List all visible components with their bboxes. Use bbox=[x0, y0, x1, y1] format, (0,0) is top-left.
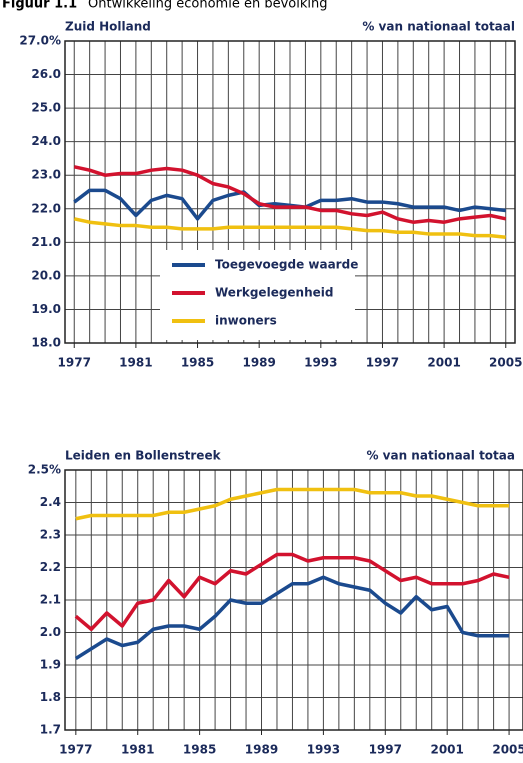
x-tick-label: 1993 bbox=[307, 743, 340, 757]
x-tick-label: 1977 bbox=[58, 356, 91, 370]
x-tick-label: 2005 bbox=[489, 356, 522, 370]
x-tick-label: 1977 bbox=[59, 743, 92, 757]
chart-title: Leiden en Bollenstreek bbox=[65, 449, 222, 463]
x-tick-label: 1997 bbox=[369, 743, 402, 757]
x-tick-label: 1985 bbox=[183, 743, 216, 757]
legend-label: Werkgelegenheid bbox=[215, 286, 333, 300]
x-tick-label: 1981 bbox=[119, 356, 152, 370]
x-tick-label: 1989 bbox=[245, 743, 278, 757]
y-tick-label: 23.0 bbox=[31, 168, 61, 182]
y-tick-label: 18.0 bbox=[31, 336, 61, 350]
y-axis-label: % van nationaal totaa bbox=[366, 449, 515, 463]
y-tick-label: 2.5% bbox=[28, 463, 61, 477]
x-tick-label: 1989 bbox=[242, 356, 275, 370]
x-tick-label: 2001 bbox=[427, 356, 460, 370]
series-line bbox=[73, 165, 507, 224]
y-tick-label: 1.9 bbox=[40, 658, 61, 672]
x-tick-label: 1981 bbox=[121, 743, 154, 757]
y-tick-label: 20.0 bbox=[31, 268, 61, 282]
y-tick-label: 22.0 bbox=[31, 201, 61, 215]
series-line bbox=[74, 552, 510, 631]
y-tick-label: 21.0 bbox=[31, 235, 61, 249]
y-tick-label: 19.0 bbox=[31, 302, 61, 316]
y-tick-label: 2.3 bbox=[40, 528, 61, 542]
y-tick-label: 24.0 bbox=[31, 134, 61, 148]
plot-frame bbox=[64, 40, 516, 344]
y-tick-label: 2.0 bbox=[40, 625, 61, 639]
legend-label: inwoners bbox=[215, 314, 277, 328]
series-line bbox=[75, 487, 510, 521]
y-tick-label: 26.0 bbox=[31, 67, 61, 81]
series-line bbox=[73, 217, 506, 240]
figure-title: Ontwikkeling economie en bevolking bbox=[88, 0, 327, 12]
x-tick-label: 1985 bbox=[181, 356, 214, 370]
y-tick-label: 1.8 bbox=[40, 690, 61, 704]
y-tick-label: 25.0 bbox=[31, 101, 61, 115]
x-tick-label: 2005 bbox=[492, 743, 523, 757]
y-axis-label: % van nationaal totaal bbox=[362, 20, 515, 34]
legend-label: Toegevoegde waarde bbox=[215, 258, 358, 272]
y-tick-label: 27.0% bbox=[19, 34, 61, 48]
y-tick-label: 2.2 bbox=[40, 560, 61, 574]
y-tick-label: 2.4 bbox=[40, 495, 61, 509]
x-tick-label: 2001 bbox=[430, 743, 463, 757]
chart-title: Zuid Holland bbox=[65, 20, 151, 34]
x-tick-label: 1993 bbox=[304, 356, 337, 370]
y-tick-label: 1.7 bbox=[40, 723, 61, 737]
y-tick-label: 2.1 bbox=[40, 593, 61, 607]
x-tick-label: 1997 bbox=[366, 356, 399, 370]
series-line bbox=[74, 575, 510, 660]
figure-label: Figuur 1.1 bbox=[2, 0, 77, 12]
plot-frame bbox=[64, 469, 523, 731]
